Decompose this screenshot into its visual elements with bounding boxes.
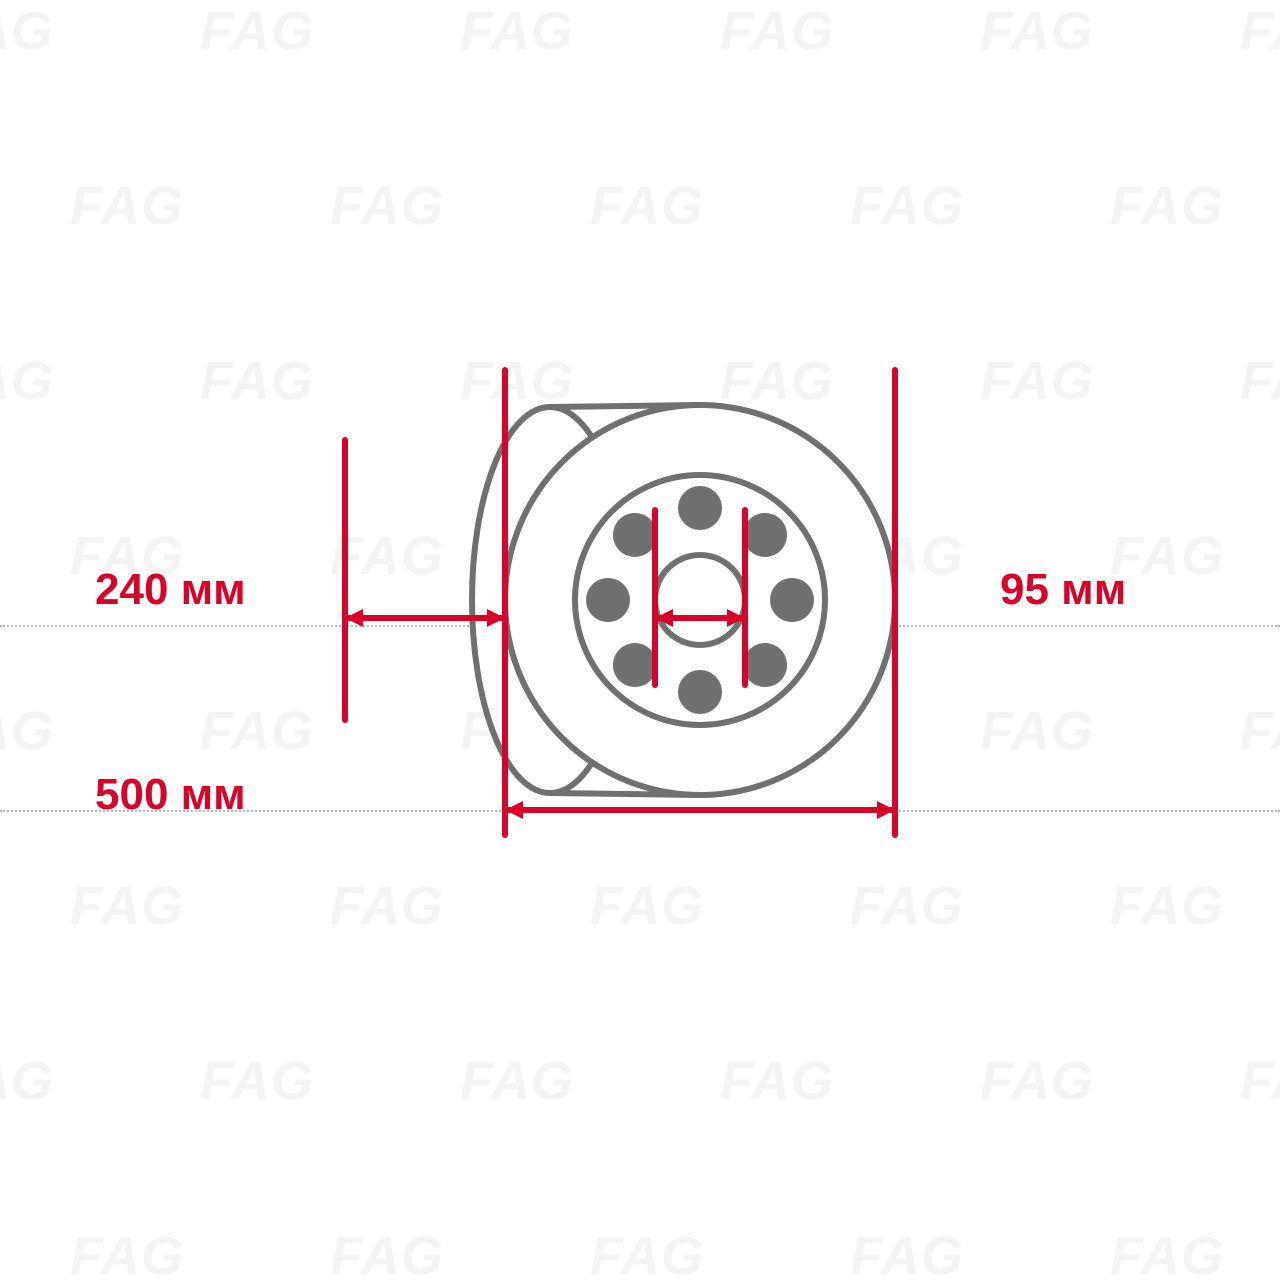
label-bore: 95 мм bbox=[1000, 565, 1126, 615]
bearing-ball bbox=[770, 578, 814, 622]
bearing-diagram bbox=[0, 0, 1280, 1280]
bearing-ball bbox=[743, 643, 787, 687]
bearing-bore bbox=[655, 555, 745, 645]
bearing-ball bbox=[613, 513, 657, 557]
bearing-ball bbox=[678, 670, 722, 714]
bearing-ball bbox=[743, 513, 787, 557]
bearing-ball bbox=[613, 643, 657, 687]
label-width: 240 мм bbox=[95, 565, 246, 615]
bearing-ball bbox=[586, 578, 630, 622]
bearing-ball bbox=[678, 486, 722, 530]
diagram-stage: FAGFAGFAGFAGFAGFAGFAGFAGFAGFAGFAGFAGFAGF… bbox=[0, 0, 1280, 1280]
label-outer-diameter: 500 мм bbox=[95, 770, 246, 820]
